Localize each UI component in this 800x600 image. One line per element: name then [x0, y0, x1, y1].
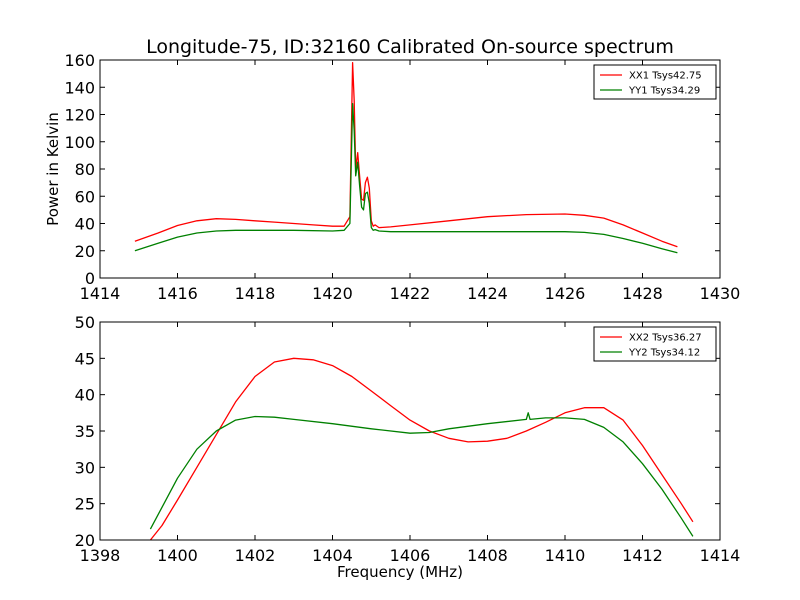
series-line-yy1 [134, 102, 678, 254]
y-tick-label: 50 [75, 313, 95, 332]
x-axis-label: Frequency (MHz) [337, 563, 463, 581]
y-tick-label: 35 [75, 422, 95, 441]
figure-title: Longitude-75, ID:32160 Calibrated On-sou… [146, 36, 674, 58]
y-tick-label: 25 [75, 495, 95, 514]
legend-label: XX1 Tsys42.75 [629, 71, 702, 82]
x-tick-label: 1426 [545, 284, 586, 303]
x-tick-label: 1414 [700, 546, 741, 565]
y-tick-label: 160 [64, 51, 95, 70]
y-tick-label: 0 [85, 269, 95, 288]
series-lines [134, 62, 678, 254]
x-tick-label: 1428 [622, 284, 663, 303]
x-tick-label: 1416 [157, 284, 198, 303]
legend-box [593, 64, 717, 100]
x-tick-label: 1430 [700, 284, 741, 303]
x-tick-label: 1414 [80, 284, 121, 303]
y-tick-label: 30 [75, 458, 95, 477]
y-tick-label: 20 [75, 242, 95, 261]
series-lines [149, 357, 694, 540]
series-line-xx1 [134, 62, 678, 248]
x-tick-label: 1422 [390, 284, 431, 303]
legend-label: YY2 Tsys34.12 [628, 348, 700, 359]
x-tick-label: 1424 [467, 284, 508, 303]
series-line-yy2 [149, 412, 694, 537]
x-tick-label: 1410 [545, 546, 586, 565]
legend-label: XX2 Tsys36.27 [629, 333, 702, 344]
legend-box [593, 326, 717, 362]
y-tick-label: 60 [75, 187, 95, 206]
top-spectrum-panel: 1414 1416 1418 1420 1422 1424 1426 1428 1430 0 20 4… [44, 51, 740, 303]
y-tick-label: 100 [64, 133, 95, 152]
y-tick-label: 120 [64, 106, 95, 125]
x-tick-label: 1408 [467, 546, 508, 565]
y-tick-label: 40 [75, 386, 95, 405]
series-line-xx2 [149, 357, 694, 540]
x-tick-label: 1406 [390, 546, 431, 565]
legend: XX2 Tsys36.27 YY2 Tsys34.12 [593, 326, 717, 362]
legend: XX1 Tsys42.75 YY1 Tsys34.29 [593, 64, 717, 100]
y-tick-label: 20 [75, 531, 95, 550]
y-tick-label: 45 [75, 349, 95, 368]
x-tick-label: 1412 [622, 546, 663, 565]
y-tick-label: 140 [64, 78, 95, 97]
x-tick-label: 1398 [80, 546, 121, 565]
y-axis-label: Power in Kelvin [44, 112, 62, 226]
x-tick-label: 1420 [312, 284, 353, 303]
legend-label: YY1 Tsys34.29 [628, 86, 700, 97]
x-tick-label: 1400 [157, 546, 198, 565]
y-tick-label: 40 [75, 215, 95, 234]
x-tick-label: 1402 [235, 546, 276, 565]
y-tick-label: 80 [75, 160, 95, 179]
bottom-spectrum-panel: 1398 1400 1402 1404 1406 1408 1410 1412 1414 20 25… [75, 313, 741, 581]
x-tick-label: 1418 [235, 284, 276, 303]
x-tick-label: 1404 [312, 546, 353, 565]
